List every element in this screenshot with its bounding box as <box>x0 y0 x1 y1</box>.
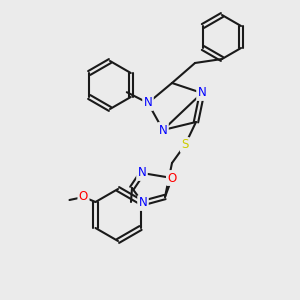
Text: N: N <box>159 124 167 136</box>
Text: S: S <box>181 139 189 152</box>
Text: O: O <box>79 190 88 203</box>
Text: N: N <box>144 97 152 110</box>
Text: N: N <box>198 86 206 100</box>
Text: N: N <box>139 196 147 209</box>
Text: N: N <box>138 167 146 179</box>
Text: O: O <box>167 172 177 184</box>
